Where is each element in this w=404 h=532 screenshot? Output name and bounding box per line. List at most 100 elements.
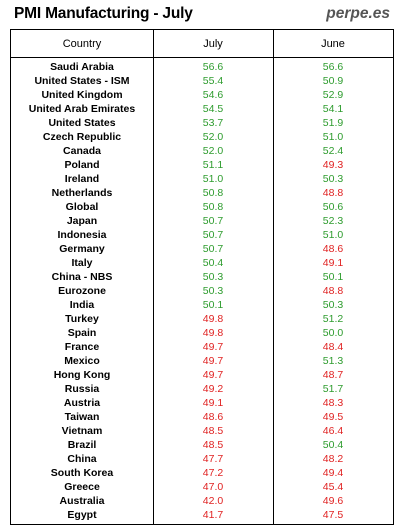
- july-value: 50.3: [202, 271, 224, 283]
- table-row: Netherlands 50.8 48.8: [11, 186, 393, 200]
- table-row: Austria 49.1 48.3: [11, 396, 393, 410]
- july-value: 42.0: [202, 495, 224, 507]
- table-row: Canada 52.0 52.4: [11, 144, 393, 158]
- july-value: 49.8: [202, 313, 224, 325]
- country-cell: China - NBS: [51, 271, 113, 283]
- country-cell: South Korea: [50, 467, 114, 479]
- june-value: 50.4: [322, 439, 344, 451]
- table-row: Germany 50.7 48.6: [11, 242, 393, 256]
- country-cell: Hong Kong: [53, 369, 111, 381]
- header-country: Country: [62, 38, 102, 50]
- country-cell: Germany: [59, 243, 105, 255]
- table-row: Turkey 49.8 51.2: [11, 312, 393, 326]
- country-cell: United Arab Emirates: [28, 103, 136, 115]
- table-row: Saudi Arabia 56.6 56.6: [11, 60, 393, 74]
- table-row: China - NBS 50.3 50.1: [11, 270, 393, 284]
- table-row: Ireland 51.0 50.3: [11, 172, 393, 186]
- june-value: 49.3: [322, 159, 344, 171]
- table-row: United Kingdom 54.6 52.9: [11, 88, 393, 102]
- july-value: 49.7: [202, 341, 224, 353]
- july-value: 52.0: [202, 145, 224, 157]
- june-value: 46.4: [322, 425, 344, 437]
- july-value: 47.2: [202, 467, 224, 479]
- column-divider-2: [273, 30, 274, 524]
- june-value: 50.3: [322, 299, 344, 311]
- table-row: Global 50.8 50.6: [11, 200, 393, 214]
- june-value: 48.7: [322, 369, 344, 381]
- country-cell: Turkey: [65, 313, 99, 325]
- july-value: 50.3: [202, 285, 224, 297]
- country-cell: China: [67, 453, 97, 465]
- june-value: 48.2: [322, 453, 344, 465]
- june-value: 51.9: [322, 117, 344, 129]
- column-divider-1: [153, 30, 154, 524]
- country-cell: Ireland: [64, 173, 100, 185]
- country-cell: Indonesia: [57, 229, 107, 241]
- table-row: Czech Republic 52.0 51.0: [11, 130, 393, 144]
- table-row: Eurozone 50.3 48.8: [11, 284, 393, 298]
- country-cell: Mexico: [64, 355, 100, 367]
- june-value: 48.8: [322, 187, 344, 199]
- country-cell: Eurozone: [58, 285, 106, 297]
- july-value: 48.5: [202, 425, 224, 437]
- table-row: United States 53.7 51.9: [11, 116, 393, 130]
- july-value: 51.1: [202, 159, 224, 171]
- july-value: 49.2: [202, 383, 224, 395]
- country-cell: United States - ISM: [34, 75, 130, 87]
- june-value: 54.1: [322, 103, 344, 115]
- table-row: Brazil 48.5 50.4: [11, 438, 393, 452]
- table-row: Mexico 49.7 51.3: [11, 354, 393, 368]
- june-value: 50.6: [322, 201, 344, 213]
- table-row: Russia 49.2 51.7: [11, 382, 393, 396]
- july-value: 47.7: [202, 453, 224, 465]
- country-cell: Vietnam: [61, 425, 103, 437]
- july-value: 50.7: [202, 243, 224, 255]
- july-value: 49.7: [202, 369, 224, 381]
- country-cell: Greece: [64, 481, 100, 493]
- country-cell: India: [69, 299, 95, 311]
- country-cell: Russia: [64, 383, 100, 395]
- table-body: Saudi Arabia 56.6 56.6 United States - ISM 5…: [11, 60, 393, 522]
- july-value: 50.1: [202, 299, 224, 311]
- country-cell: Taiwan: [64, 411, 100, 423]
- table-row: Hong Kong 49.7 48.7: [11, 368, 393, 382]
- june-value: 50.1: [322, 271, 344, 283]
- country-cell: Canada: [63, 145, 101, 157]
- june-value: 48.4: [322, 341, 344, 353]
- june-value: 50.0: [322, 327, 344, 339]
- july-value: 50.8: [202, 187, 224, 199]
- table-row: South Korea 47.2 49.4: [11, 466, 393, 480]
- country-cell: Australia: [59, 495, 105, 507]
- june-value: 51.0: [322, 131, 344, 143]
- july-value: 55.4: [202, 75, 224, 87]
- country-cell: United Kingdom: [41, 89, 123, 101]
- june-value: 51.7: [322, 383, 344, 395]
- june-value: 49.4: [322, 467, 344, 479]
- july-value: 48.5: [202, 439, 224, 451]
- june-value: 52.9: [322, 89, 344, 101]
- table-row: Italy 50.4 49.1: [11, 256, 393, 270]
- country-cell: Spain: [67, 327, 97, 339]
- country-cell: United States: [48, 117, 116, 129]
- table-row: France 49.7 48.4: [11, 340, 393, 354]
- july-value: 56.6: [202, 61, 224, 73]
- table-row: Taiwan 48.6 49.5: [11, 410, 393, 424]
- table-row: China 47.7 48.2: [11, 452, 393, 466]
- july-value: 50.8: [202, 201, 224, 213]
- country-cell: Saudi Arabia: [50, 61, 114, 73]
- table-row: Poland 51.1 49.3: [11, 158, 393, 172]
- country-cell: Czech Republic: [42, 131, 122, 143]
- july-value: 50.7: [202, 229, 224, 241]
- july-value: 41.7: [202, 509, 224, 521]
- june-value: 52.3: [322, 215, 344, 227]
- june-value: 49.6: [322, 495, 344, 507]
- table-row: Japan 50.7 52.3: [11, 214, 393, 228]
- country-cell: Egypt: [67, 509, 97, 521]
- june-value: 51.0: [322, 229, 344, 241]
- country-cell: Japan: [66, 215, 98, 227]
- july-value: 51.0: [202, 173, 224, 185]
- june-value: 50.9: [322, 75, 344, 87]
- june-value: 50.3: [322, 173, 344, 185]
- july-value: 50.4: [202, 257, 224, 269]
- table-row: Spain 49.8 50.0: [11, 326, 393, 340]
